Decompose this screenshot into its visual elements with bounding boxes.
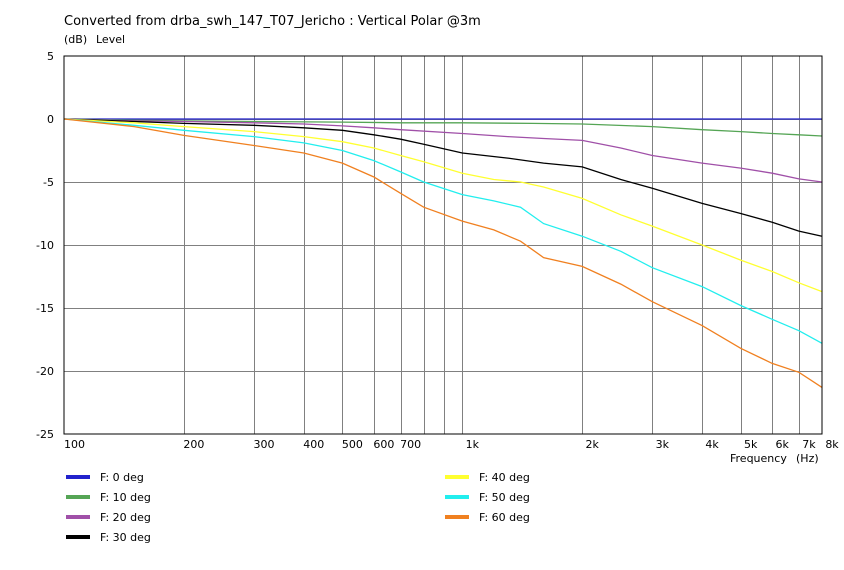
legend-swatch bbox=[66, 535, 90, 539]
x-tick-label: 8k bbox=[825, 438, 839, 451]
series-line bbox=[63, 118, 823, 293]
legend-label: F: 60 deg bbox=[479, 511, 530, 524]
x-tick-label: 500 bbox=[342, 438, 363, 451]
x-tick-label: 700 bbox=[400, 438, 421, 451]
y-tick-label: 0 bbox=[47, 113, 54, 126]
series-line bbox=[63, 118, 823, 388]
series-line bbox=[63, 118, 823, 183]
legend-label: F: 30 deg bbox=[100, 531, 151, 544]
legend-label: F: 10 deg bbox=[100, 491, 151, 504]
legend-swatch bbox=[66, 475, 90, 479]
y-tick-label: 5 bbox=[47, 50, 54, 63]
x-tick-label: 300 bbox=[254, 438, 275, 451]
legend-swatch bbox=[66, 495, 90, 499]
x-axis-units: (Hz) bbox=[796, 452, 819, 465]
series-line bbox=[63, 118, 823, 137]
y-tick-label: -15 bbox=[36, 302, 54, 315]
legend-label: F: 0 deg bbox=[100, 471, 144, 484]
y-axis-units: (dB) bbox=[64, 33, 87, 46]
tick-labels: 5 0 -5 -10 -15 -20 -25 100 200 300 400 500 600 700 1k 2… bbox=[36, 50, 839, 451]
legend-swatch bbox=[445, 495, 469, 499]
x-tick-label: 600 bbox=[373, 438, 394, 451]
x-tick-label: 4k bbox=[705, 438, 719, 451]
legend-label: F: 50 deg bbox=[479, 491, 530, 504]
x-tick-label: 2k bbox=[586, 438, 600, 451]
legend-swatch bbox=[445, 475, 469, 479]
y-tick-label: -20 bbox=[36, 365, 54, 378]
plot-border bbox=[63, 55, 823, 435]
series-line bbox=[63, 118, 823, 237]
legend: F: 0 deg F: 10 deg F: 20 deg F: 30 deg F: 40… bbox=[66, 471, 530, 544]
x-tick-label: 3k bbox=[656, 438, 670, 451]
x-tick-label: 400 bbox=[303, 438, 324, 451]
x-axis-label: Frequency bbox=[730, 452, 787, 465]
chart-title: Converted from drba_swh_147_T07_Jericho … bbox=[64, 14, 481, 29]
x-tick-label: 5k bbox=[744, 438, 758, 451]
y-axis-label: Level bbox=[96, 33, 125, 46]
series-lines bbox=[63, 118, 823, 388]
x-tick-label: 200 bbox=[183, 438, 204, 451]
y-tick-label: -25 bbox=[36, 428, 54, 441]
x-tick-label: 7k bbox=[802, 438, 816, 451]
y-tick-label: -5 bbox=[43, 176, 54, 189]
y-tick-label: -10 bbox=[36, 239, 54, 252]
legend-label: F: 40 deg bbox=[479, 471, 530, 484]
legend-swatch bbox=[66, 515, 90, 519]
x-tick-label: 6k bbox=[776, 438, 790, 451]
x-tick-label: 100 bbox=[64, 438, 85, 451]
legend-swatch bbox=[445, 515, 469, 519]
legend-label: F: 20 deg bbox=[100, 511, 151, 524]
series-line bbox=[63, 118, 823, 344]
x-tick-label: 1k bbox=[466, 438, 480, 451]
